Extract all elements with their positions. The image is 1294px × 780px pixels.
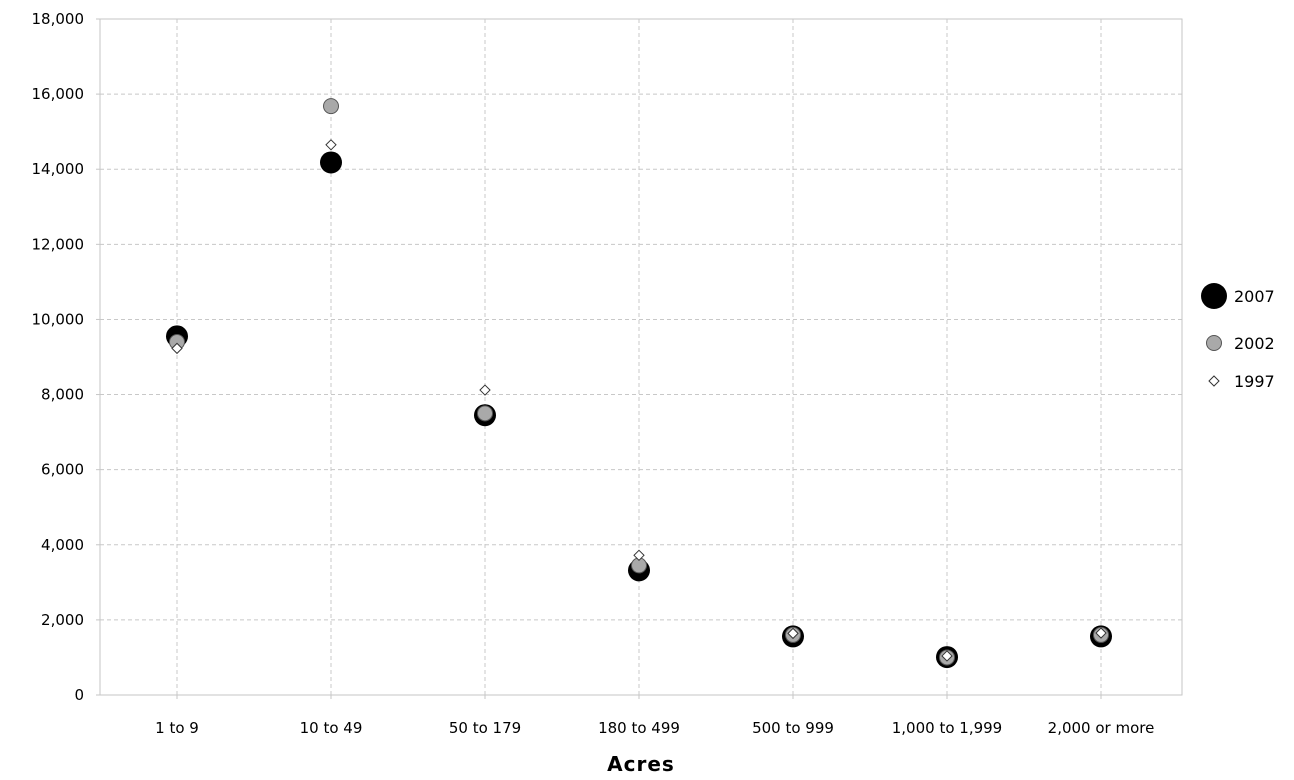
point-1997 bbox=[941, 650, 953, 662]
x-tick-label: 500 to 999 bbox=[752, 719, 834, 737]
x-tick-label: 1 to 9 bbox=[155, 719, 199, 737]
x-tick-label: 50 to 179 bbox=[449, 719, 521, 737]
y-tick-label: 4,000 bbox=[41, 536, 84, 554]
legend-label-1997: 1997 bbox=[1234, 372, 1275, 391]
point-1997 bbox=[325, 139, 337, 151]
y-tick-label: 6,000 bbox=[41, 461, 84, 479]
x-axis: 1 to 9 10 to 49 50 to 179 180 to 499 500 to … bbox=[155, 695, 1154, 737]
y-tick-label: 18,000 bbox=[32, 10, 85, 28]
y-tick-label: 16,000 bbox=[32, 85, 85, 103]
y-axis: 0 2,000 4,000 6,000 8,000 10,000 12,000 14,000 1… bbox=[32, 10, 100, 704]
legend-marker-2007 bbox=[1201, 283, 1227, 309]
y-tick-label: 2,000 bbox=[41, 611, 84, 629]
y-tick-label: 12,000 bbox=[32, 235, 85, 253]
data-points bbox=[166, 98, 1112, 669]
point-2002 bbox=[323, 98, 339, 115]
y-tick-label: 10,000 bbox=[32, 310, 85, 328]
legend: 2007 2002 1997 bbox=[1201, 283, 1275, 391]
point-2002 bbox=[477, 405, 493, 422]
x-tick-label: 2,000 or more bbox=[1048, 719, 1155, 737]
y-tick-label: 0 bbox=[74, 686, 84, 704]
y-tick-label: 8,000 bbox=[41, 386, 84, 404]
legend-marker-1997 bbox=[1208, 375, 1220, 387]
x-tick-label: 1,000 to 1,999 bbox=[892, 719, 1002, 737]
point-1997 bbox=[479, 384, 491, 396]
plot-area bbox=[99, 18, 1183, 696]
x-tick-label: 180 to 499 bbox=[598, 719, 680, 737]
y-tick-label: 14,000 bbox=[32, 160, 85, 178]
point-2007 bbox=[320, 151, 342, 174]
point-1997 bbox=[787, 627, 799, 640]
point-1997 bbox=[1095, 627, 1107, 639]
legend-label-2007: 2007 bbox=[1234, 287, 1275, 306]
point-1997 bbox=[633, 549, 645, 562]
point-1997 bbox=[171, 342, 183, 355]
legend-label-2002: 2002 bbox=[1234, 334, 1275, 353]
grid bbox=[100, 19, 1182, 695]
x-axis-title: Acres bbox=[607, 752, 675, 776]
legend-marker-2002 bbox=[1206, 335, 1222, 351]
x-tick-label: 10 to 49 bbox=[300, 719, 363, 737]
